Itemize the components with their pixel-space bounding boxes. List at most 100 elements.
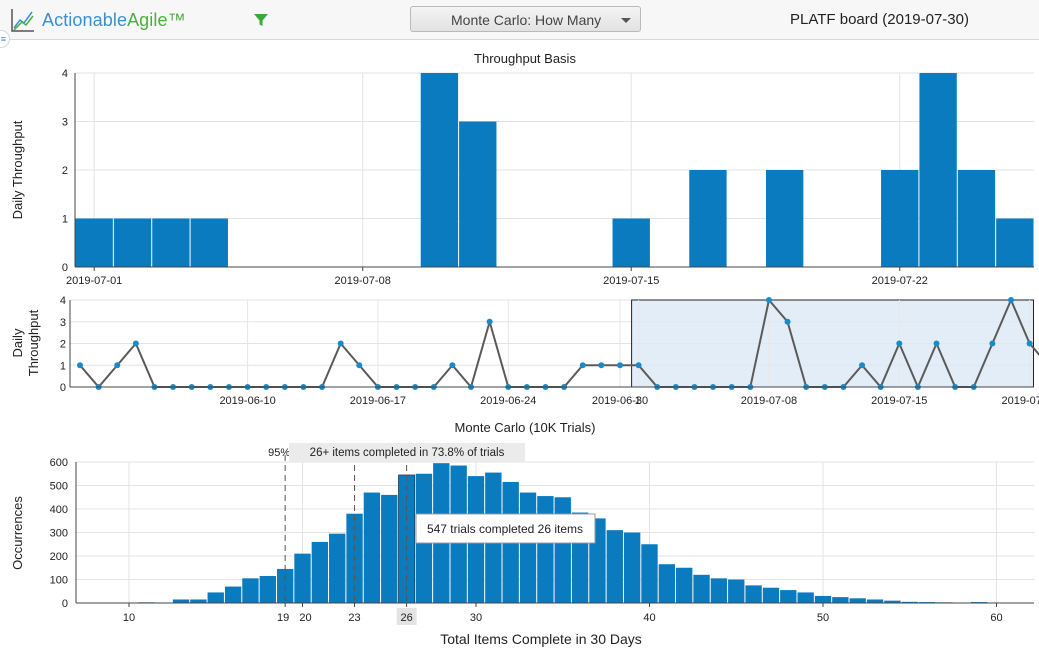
bar (765, 170, 804, 267)
hamburger-menu-icon: ≡ (0, 33, 6, 44)
app-name-part2: Agile (127, 9, 168, 30)
data-point (337, 340, 344, 347)
x-tick-label: 2019-06-30 (592, 395, 648, 407)
histogram-bar (745, 585, 762, 603)
top-toolbar: ActionableAgile™ Monte Carlo: How Many P… (0, 0, 1039, 40)
data-point (989, 340, 996, 347)
histogram-bar (866, 599, 884, 603)
data-point (1026, 340, 1033, 347)
y-tick-label: 2 (60, 339, 66, 351)
data-point (598, 362, 605, 369)
data-point (635, 362, 642, 369)
bar (996, 218, 1034, 267)
bar (919, 73, 957, 267)
board-title: PLATF board (2019-07-30) (790, 11, 969, 28)
x-tick-label: 2019-07-08 (741, 395, 797, 407)
histogram-bar (762, 587, 780, 603)
y-tick-label: 300 (50, 528, 68, 540)
histogram-bar (676, 567, 693, 603)
bar (689, 170, 727, 267)
chart-title: Throughput Basis (474, 51, 576, 66)
data-point (765, 297, 772, 303)
histogram-bar (207, 592, 224, 603)
histogram-bar (693, 574, 710, 603)
y-tick-label: 1 (60, 360, 66, 372)
histogram-bar (311, 541, 329, 603)
y-tick-label: 4 (60, 295, 66, 307)
bar (459, 121, 497, 267)
data-point (933, 340, 940, 347)
x-tick-label: 19 (277, 612, 289, 624)
y-tick-label: 0 (60, 382, 66, 394)
data-point (579, 362, 586, 369)
daily-throughput-chart: Daily Throughput 0 1 2 3 4 2019-06-10 2019-06-… (10, 295, 1039, 407)
histogram-bar (381, 494, 398, 603)
bar (881, 170, 919, 267)
app-logo[interactable]: ActionableAgile™ (10, 5, 186, 35)
histogram-bar (641, 544, 658, 603)
data-point (859, 362, 866, 369)
x-tick-label: 2019-07-01 (66, 275, 122, 287)
data-point (132, 340, 139, 347)
histogram-bar (901, 601, 918, 603)
y-axis-label: Daily Throughput (10, 120, 25, 219)
x-axis-label: Total Items Complete in 30 Days (440, 631, 642, 647)
histogram-bar (710, 578, 728, 603)
chart-title: Monte Carlo (10K Trials) (455, 420, 596, 435)
data-point (486, 318, 493, 325)
bar (75, 218, 113, 267)
data-point (896, 340, 903, 347)
histogram-bar (259, 575, 276, 603)
histogram-bar (814, 595, 832, 603)
histogram-bar (519, 492, 537, 603)
y-tick-label: 3 (62, 117, 68, 129)
histogram-bar (190, 599, 207, 603)
x-tick-label: 26 (400, 612, 412, 624)
bar (612, 218, 650, 267)
x-tick-label: 1 (635, 395, 641, 407)
app-name-part1: Actionable (42, 9, 128, 30)
data-point (449, 362, 456, 369)
mode-select[interactable]: Monte Carlo: How Many (410, 6, 641, 32)
x-tick-label: 2019-06-10 (219, 395, 275, 407)
x-tick-label: 10 (123, 612, 135, 624)
histogram-bar (172, 599, 190, 603)
monte-carlo-chart: Monte Carlo (10K Trials) Occurrences Tot… (10, 420, 1034, 647)
histogram-bar (224, 586, 242, 603)
y-tick-label: 4 (62, 68, 68, 80)
x-tick-label: 2019-07-22 (872, 275, 928, 287)
x-tick-label: 60 (990, 612, 1002, 624)
histogram-bar (537, 496, 554, 603)
x-tick-label: 23 (348, 612, 360, 624)
histogram-bar (623, 532, 641, 603)
x-tick-label: 20 (299, 612, 311, 624)
histogram-bar (849, 598, 866, 603)
histogram-bar (606, 530, 623, 603)
data-point (114, 362, 121, 369)
filter-funnel-icon[interactable] (253, 12, 269, 28)
bar (420, 73, 459, 267)
selection-brush (631, 299, 1034, 388)
y-tick-label: 400 (50, 504, 68, 516)
x-tick-label: 2019-06-24 (480, 395, 536, 407)
bar (152, 218, 190, 267)
chevron-down-icon (621, 18, 631, 23)
y-axis-label: Occurrences (10, 496, 25, 570)
histogram-bar (554, 497, 571, 603)
x-tick-label: 30 (470, 612, 482, 624)
data-point (356, 362, 363, 369)
hover-label-text: 26+ items completed in 73.8% of trials (310, 447, 505, 459)
histogram-bar (658, 564, 676, 603)
data-point (77, 362, 83, 369)
y-axis-label-line1: Daily (10, 328, 25, 357)
histogram-bar (884, 600, 901, 603)
x-tick-label: 40 (643, 612, 655, 624)
y-tick-label: 3 (60, 317, 66, 329)
x-tick-label: 50 (817, 612, 829, 624)
chart-logo-icon (11, 9, 34, 32)
app-trademark: ™ (167, 9, 186, 30)
histogram-bar (832, 597, 849, 603)
y-tick-label: 200 (50, 551, 68, 563)
data-point (616, 362, 623, 369)
